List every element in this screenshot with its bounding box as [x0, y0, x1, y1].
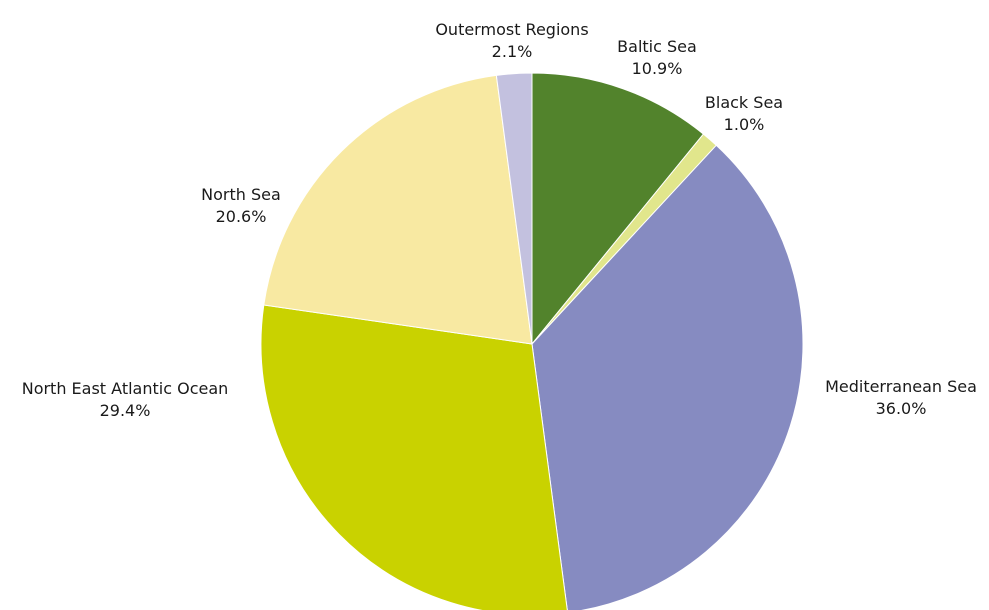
slice-label: North Sea	[201, 185, 281, 204]
pie-slice-mediterranean-sea	[531, 144, 804, 610]
slice-value-label: 1.0%	[724, 115, 765, 134]
pie-labels: Baltic Sea 10.9% Black Sea 1.0% Mediterranea…	[22, 20, 977, 420]
slice-value-label: 10.9%	[632, 59, 683, 78]
slice-label: Mediterranean Sea	[825, 377, 977, 396]
pie-slice-north-sea	[263, 74, 533, 345]
slice-label: North East Atlantic Ocean	[22, 379, 229, 398]
slice-value-label: 2.1%	[492, 42, 533, 61]
pie-slice-north-east-atlantic-ocean	[260, 304, 568, 610]
pie-slice-outermost-regions	[495, 72, 533, 345]
pie-slice-baltic-sea	[531, 72, 705, 346]
slice-label: Black Sea	[705, 93, 783, 112]
slice-value-label: 29.4%	[100, 401, 151, 420]
slice-value-label: 36.0%	[876, 399, 927, 418]
slice-label: Outermost Regions	[435, 20, 588, 39]
pie-slices	[260, 72, 804, 610]
slice-value-label: 20.6%	[216, 207, 267, 226]
slice-label: Baltic Sea	[617, 37, 697, 56]
